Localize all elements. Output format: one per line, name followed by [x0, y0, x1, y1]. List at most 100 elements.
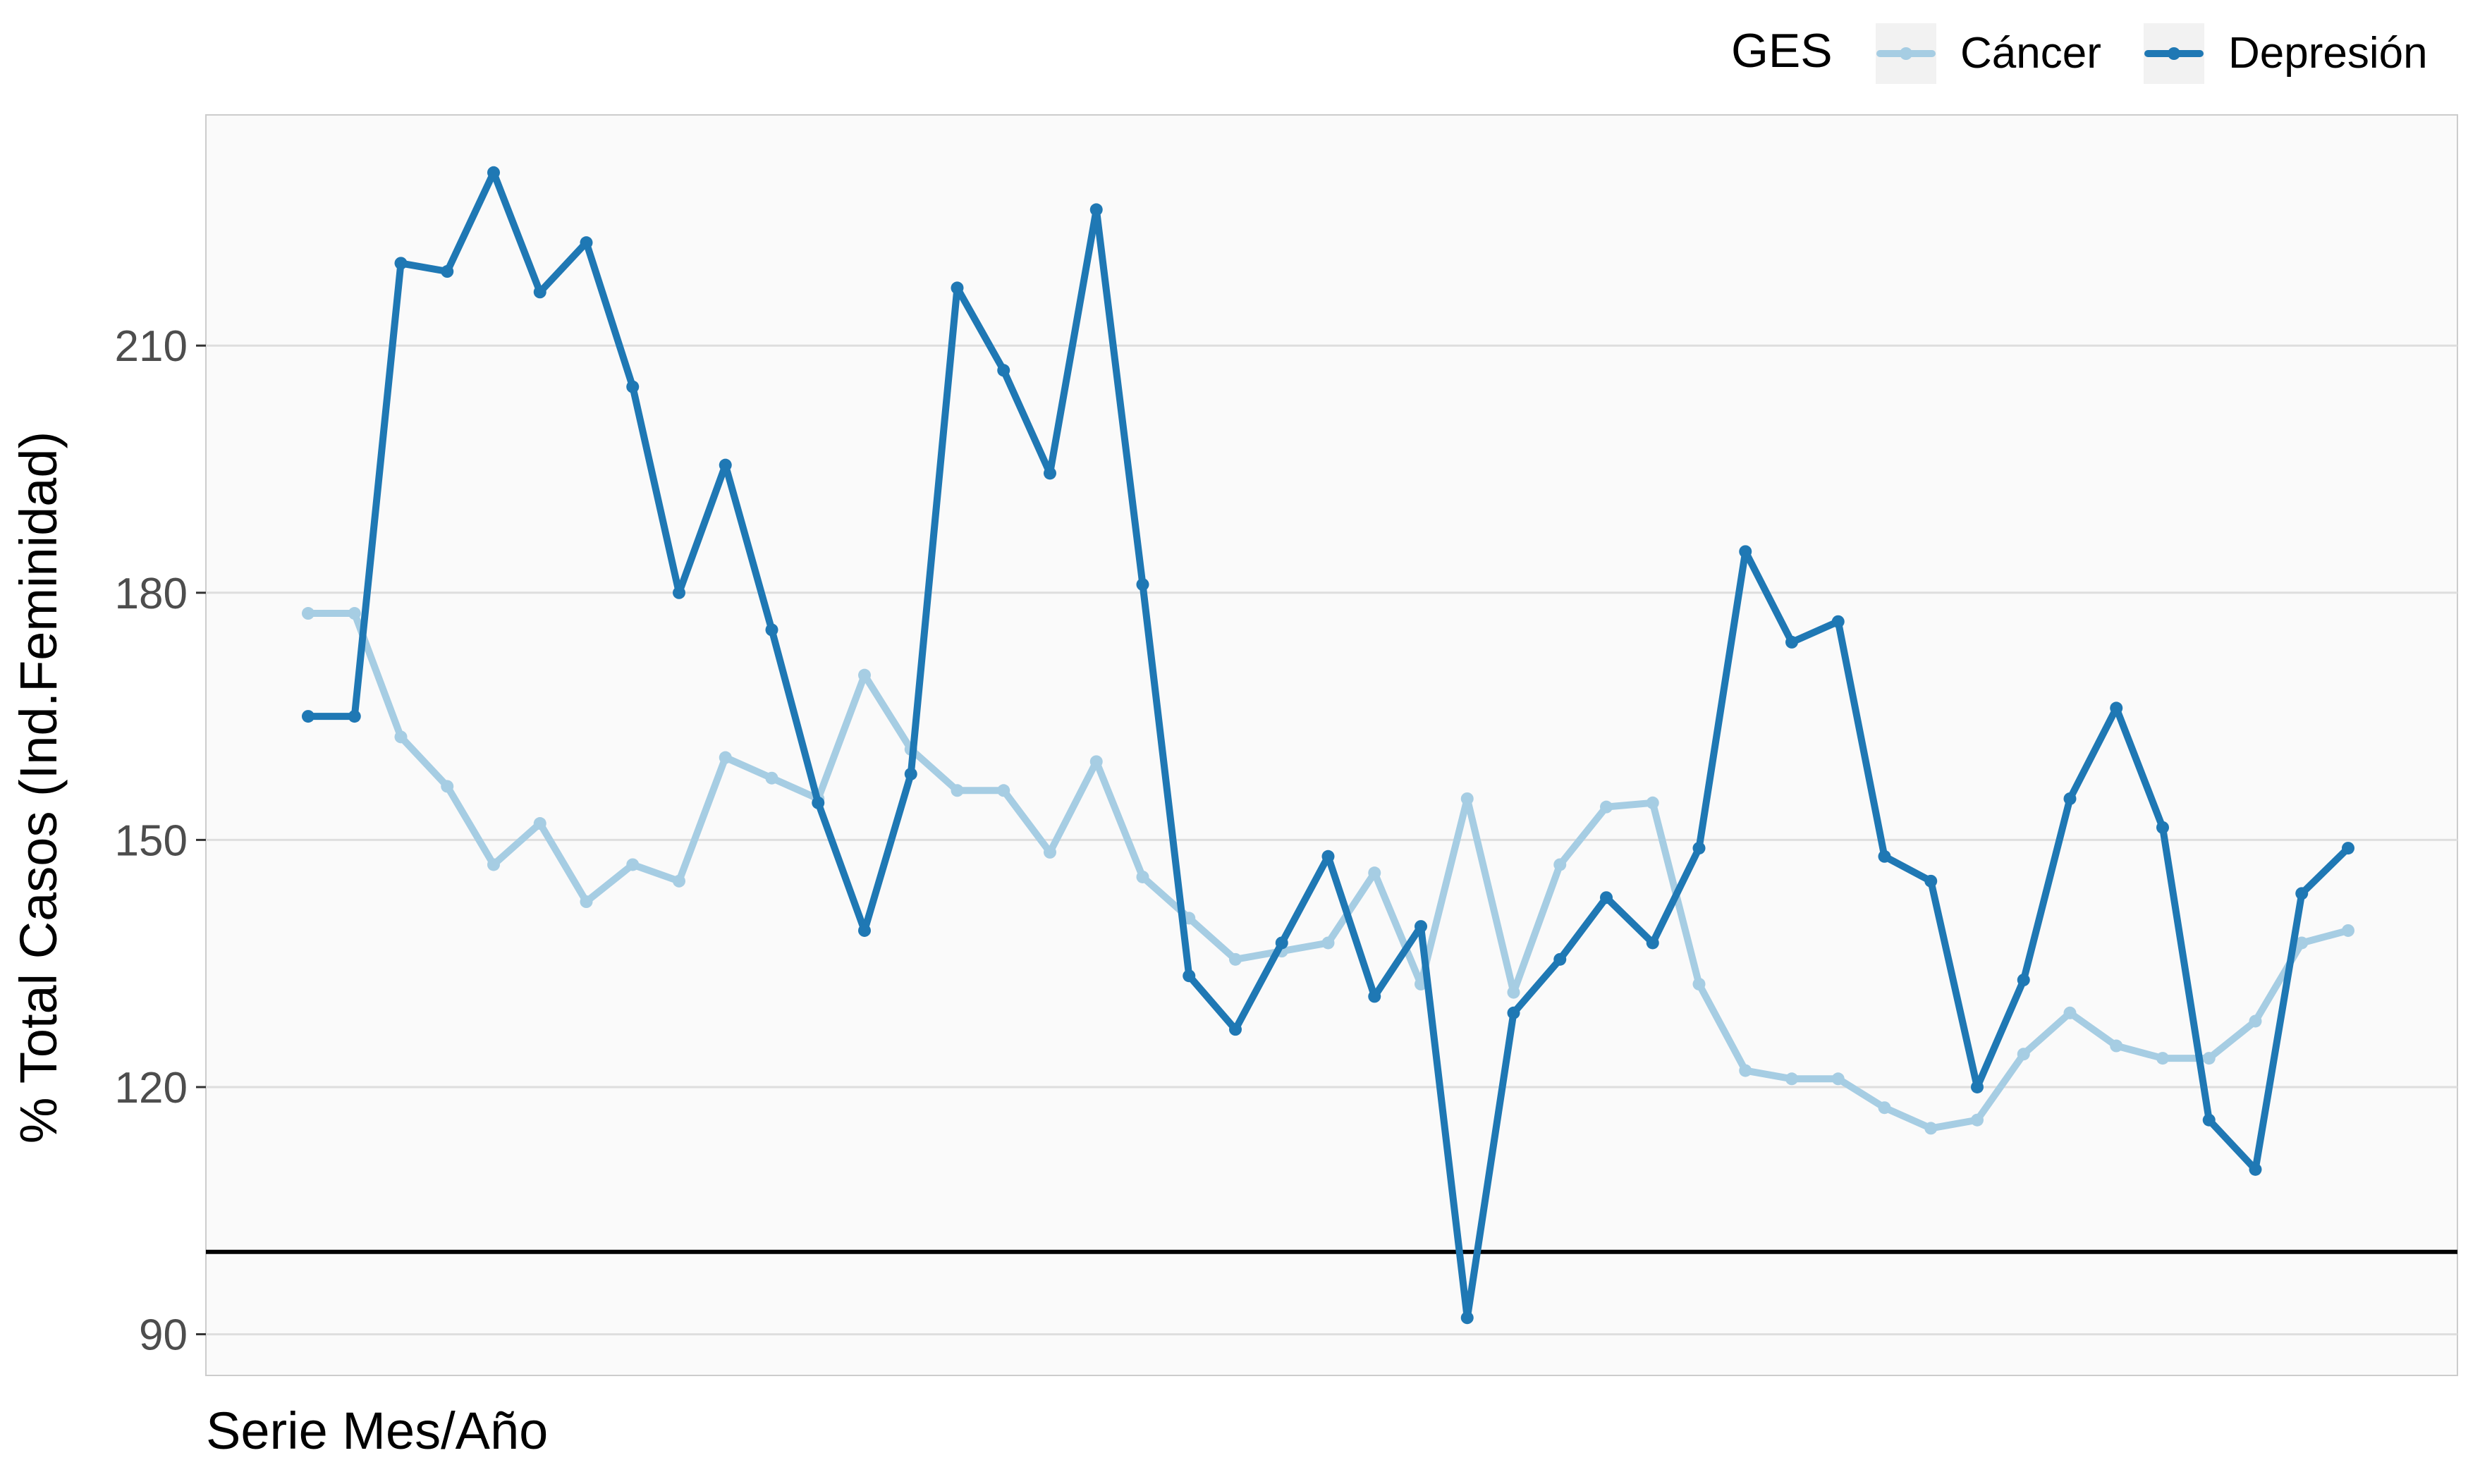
data-point: [1971, 1080, 1984, 1093]
data-point: [2295, 887, 2309, 900]
data-point: [2202, 1052, 2216, 1065]
data-point: [719, 751, 732, 764]
data-point: [441, 780, 454, 793]
data-point: [2342, 842, 2354, 855]
data-point: [1600, 800, 1613, 814]
data-point: [1229, 952, 1242, 966]
y-tick-label: 90: [139, 1311, 188, 1360]
data-point: [951, 784, 964, 797]
legend-label: Cáncer: [1960, 29, 2101, 78]
data-point: [1646, 796, 1659, 809]
data-point: [1924, 1122, 1938, 1135]
data-point: [2017, 974, 2030, 987]
data-point: [1553, 952, 1567, 966]
data-point: [2063, 1006, 2077, 1019]
data-point: [2110, 701, 2123, 715]
data-point: [2110, 1039, 2123, 1053]
data-point: [1785, 635, 1798, 649]
data-point: [487, 858, 500, 871]
legend-item-cáncer: Cáncer: [1876, 23, 2101, 84]
data-point: [2342, 924, 2354, 937]
data-point: [626, 858, 640, 871]
data-point: [1507, 986, 1520, 999]
data-point: [302, 607, 314, 620]
data-point: [719, 458, 732, 472]
data-point: [1831, 615, 1845, 628]
legend: GES Cáncer Depresión: [1731, 23, 2428, 84]
data-point: [2063, 792, 2077, 805]
data-point: [1136, 870, 1149, 883]
data-point: [1553, 858, 1567, 871]
data-point: [394, 257, 408, 270]
data-point: [1183, 969, 1196, 983]
data-point: [2295, 936, 2309, 950]
data-point: [2249, 1163, 2262, 1176]
legend-key-point: [2168, 47, 2180, 60]
data-point: [997, 784, 1010, 797]
data-point: [1136, 578, 1149, 591]
data-point: [1971, 1113, 1984, 1127]
y-tick-label: 150: [115, 816, 188, 865]
data-point: [1739, 545, 1752, 558]
data-point: [1646, 936, 1659, 950]
data-point: [2017, 1048, 2030, 1061]
data-point: [1229, 1023, 1242, 1036]
data-point: [904, 767, 917, 780]
data-point: [2249, 1014, 2262, 1028]
data-point: [1739, 1064, 1752, 1077]
data-point: [1044, 467, 1056, 480]
plot-panel: [205, 114, 2458, 1376]
data-point: [951, 281, 964, 295]
data-point: [626, 380, 640, 393]
legend-key-point: [1900, 47, 1912, 60]
data-point: [673, 874, 685, 888]
data-point: [1460, 1311, 1474, 1325]
data-point: [348, 710, 361, 723]
data-point: [1460, 792, 1474, 805]
data-point: [394, 730, 408, 744]
data-point: [1368, 866, 1381, 880]
data-point: [2156, 821, 2169, 834]
data-point: [580, 236, 593, 250]
data-point: [997, 364, 1010, 377]
data-point: [1692, 842, 1706, 855]
legend-label: Depresión: [2228, 29, 2428, 78]
data-point: [858, 668, 871, 682]
y-tick-label: 210: [115, 322, 188, 371]
data-point: [673, 586, 685, 599]
y-tick-label: 120: [115, 1064, 188, 1112]
legend-item-depresión: Depresión: [2144, 23, 2428, 84]
data-point: [2156, 1052, 2169, 1065]
data-point: [765, 771, 778, 785]
legend-title: GES: [1731, 24, 1833, 78]
data-point: [533, 817, 546, 830]
data-point: [765, 623, 778, 637]
data-point: [1692, 977, 1706, 991]
data-point: [441, 265, 454, 278]
series-cáncer: [302, 607, 2354, 1135]
data-point: [1321, 936, 1335, 950]
data-point: [1600, 891, 1613, 904]
data-point: [1321, 850, 1335, 863]
data-point: [1089, 203, 1103, 216]
data-point: [1044, 845, 1056, 859]
data-point: [348, 607, 361, 620]
data-point: [302, 710, 314, 723]
data-point: [812, 796, 825, 809]
y-axis-label: % Total Casos (Ind.Feminidad): [9, 431, 68, 1143]
data-point: [1368, 990, 1381, 1003]
y-tick-label: 180: [115, 570, 188, 618]
series-depresión: [302, 166, 2354, 1325]
data-point: [2202, 1113, 2216, 1127]
data-point: [487, 166, 500, 179]
data-point: [580, 895, 593, 909]
data-point: [533, 286, 546, 299]
data-point: [1924, 874, 1938, 888]
x-axis-label: Serie Mes/Año: [206, 1402, 548, 1460]
data-point: [1878, 1101, 1891, 1115]
data-point: [1089, 755, 1103, 768]
data-point: [1878, 850, 1891, 863]
data-point: [1831, 1072, 1845, 1086]
